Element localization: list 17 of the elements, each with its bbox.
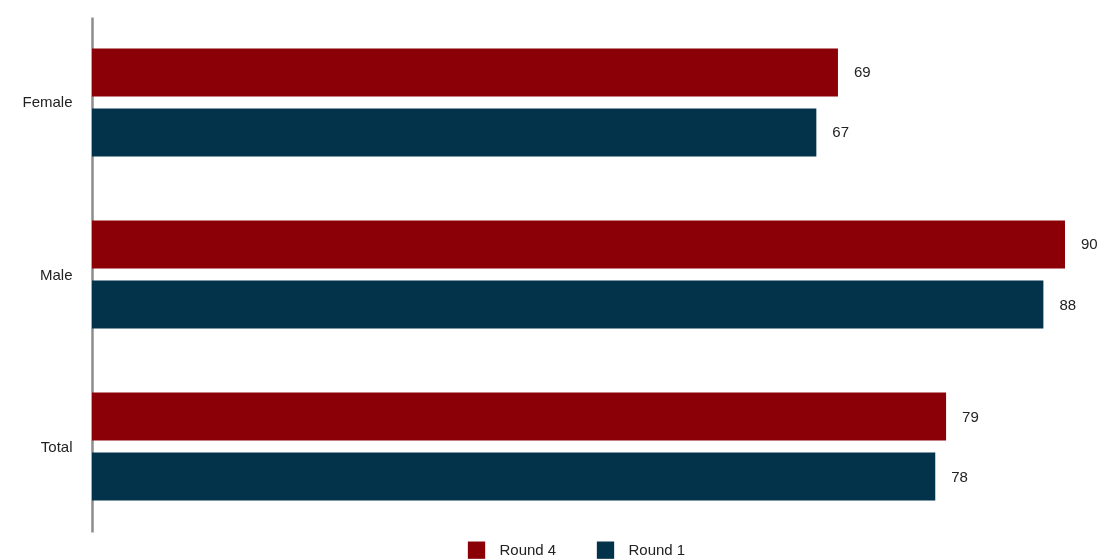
y-tick-label: Male bbox=[39, 265, 73, 283]
data-label: 67 bbox=[832, 123, 850, 141]
bar bbox=[92, 220, 1065, 269]
bar bbox=[92, 452, 936, 501]
bar bbox=[92, 280, 1044, 329]
bar bbox=[92, 392, 947, 441]
bar bbox=[92, 48, 838, 97]
legend-label: Round 4 bbox=[499, 541, 557, 559]
data-label: 78 bbox=[951, 467, 968, 485]
legend-label: Round 1 bbox=[628, 541, 686, 559]
bar bbox=[92, 108, 817, 157]
data-label: 88 bbox=[1059, 295, 1077, 313]
y-tick-label: Female bbox=[22, 93, 73, 111]
data-label: 90 bbox=[1081, 235, 1098, 253]
data-label: 79 bbox=[962, 407, 979, 425]
y-tick-label: Total bbox=[40, 437, 73, 455]
data-label: 69 bbox=[853, 63, 871, 81]
